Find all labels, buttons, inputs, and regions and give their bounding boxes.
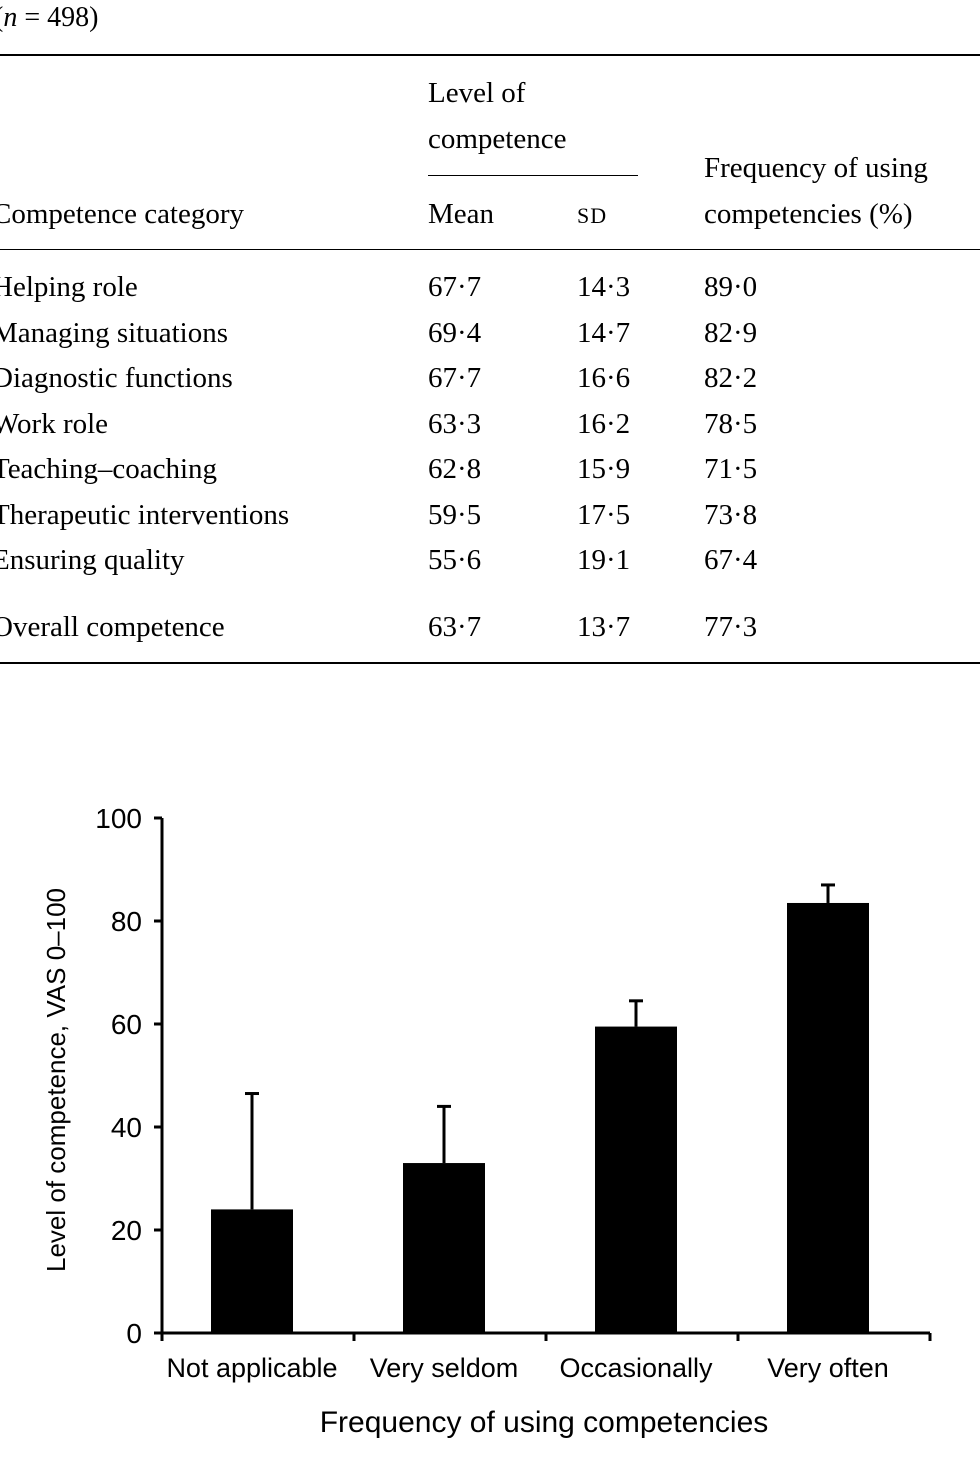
row-category: Ensuring quality [0, 544, 185, 576]
row-sd: 14·7 [577, 317, 631, 349]
row-sd: 19·1 [577, 544, 631, 576]
sd-header: SD [577, 203, 608, 228]
bars [211, 883, 869, 1333]
y-tick-label: 80 [111, 906, 142, 937]
x-tick-label: Not applicable [166, 1353, 337, 1383]
row-mean: 63·3 [428, 408, 482, 440]
row-sd: 15·9 [577, 453, 631, 485]
x-axis: Not applicable Very seldom Occasionally Ver… [160, 1331, 932, 1383]
row-freq: 71·5 [704, 453, 758, 485]
row-mean: 69·4 [428, 317, 482, 349]
row-freq: 67·4 [704, 544, 758, 576]
row-sd: 16·2 [577, 408, 631, 440]
table-bottom-rule [0, 662, 980, 664]
row-sd: 14·3 [577, 271, 631, 303]
row-category: Therapeutic interventions [0, 499, 290, 531]
row-mean: 67·7 [428, 362, 482, 394]
row-freq: 78·5 [704, 408, 758, 440]
row-category: Managing situations [0, 317, 229, 349]
y-tick-label: 100 [95, 803, 142, 834]
x-tick-label: Occasionally [559, 1353, 713, 1383]
row-mean: 59·5 [428, 499, 482, 531]
bar [211, 1209, 293, 1333]
bar [403, 1163, 485, 1333]
level-header-line2: competence [428, 123, 567, 155]
row-freq: 82·9 [704, 317, 758, 349]
row-freq: 89·0 [704, 271, 758, 303]
row-sd: 17·5 [577, 499, 631, 531]
bar [595, 1026, 677, 1333]
freq-header-line2: competencies (%) [704, 198, 913, 230]
row-category: Diagnostic functions [0, 362, 233, 394]
level-header-rule [428, 175, 638, 177]
y-tick-label: 0 [126, 1318, 142, 1349]
total-freq: 77·3 [704, 611, 758, 643]
row-category: Teaching–coaching [0, 453, 218, 485]
bar [787, 902, 869, 1333]
total-mean: 63·7 [428, 611, 482, 643]
total-sd: 13·7 [577, 611, 631, 643]
y-tick-label: 60 [111, 1009, 142, 1040]
y-axis-label: Level of competence, VAS 0–100 [41, 888, 71, 1272]
level-header-line1: Level of [428, 77, 526, 109]
row-mean: 55·6 [428, 544, 482, 576]
row-mean: 67·7 [428, 271, 482, 303]
row-mean: 62·8 [428, 453, 482, 485]
row-sd: 16·6 [577, 362, 631, 394]
x-tick-label: Very often [767, 1353, 889, 1383]
y-tick-label: 20 [111, 1215, 142, 1246]
freq-header-line1: Frequency of using [704, 152, 928, 184]
row-freq: 82·2 [704, 362, 758, 394]
row-category: Helping role [0, 271, 138, 303]
row-freq: 73·8 [704, 499, 758, 531]
mean-header: Mean [428, 198, 495, 230]
x-tick-label: Very seldom [370, 1353, 519, 1383]
table-header-rule [0, 249, 980, 251]
table-top-rule [0, 54, 980, 56]
total-category: Overall competence [0, 611, 225, 643]
y-tick-label: 40 [111, 1112, 142, 1143]
row-category: Work role [0, 408, 109, 440]
category-header: Competence category [0, 198, 245, 230]
table-caption: (n = 498) [0, 2, 99, 33]
y-axis: 0 20 40 60 80 100 [95, 803, 164, 1349]
bar-chart: 0 20 40 60 80 100 Not applicable Very seldom Oc… [41, 803, 932, 1439]
x-axis-label: Frequency of using competencies [320, 1406, 769, 1439]
